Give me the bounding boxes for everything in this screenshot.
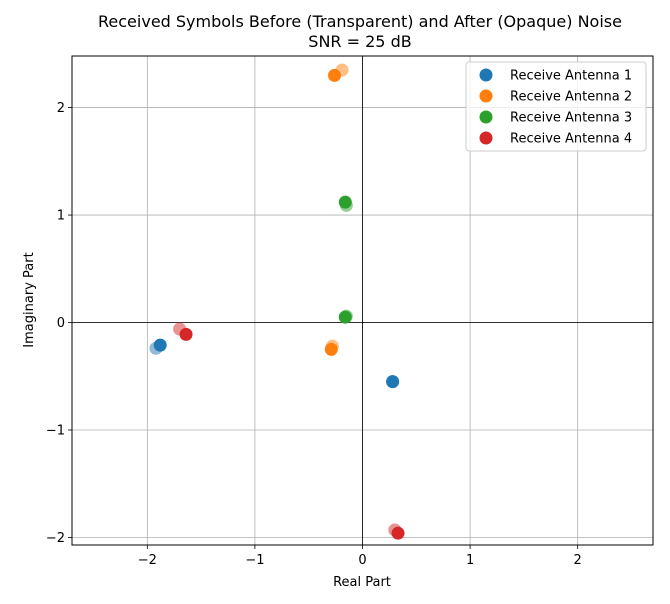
legend-label: Receive Antenna 2 <box>510 90 632 105</box>
legend: Receive Antenna 1 Receive Antenna 2 Receiv… <box>465 61 647 152</box>
y-tick-label: 0 <box>57 316 65 331</box>
after-noise-point <box>328 68 342 82</box>
legend-marker <box>479 89 493 103</box>
legend-box <box>465 61 647 152</box>
x-tick-label: 1 <box>466 553 474 568</box>
y-axis-ticks: −2 −1 0 1 2 <box>46 101 72 546</box>
x-axis-ticks: −2 −1 0 1 2 <box>138 545 582 568</box>
legend-marker <box>479 68 493 82</box>
y-axis-label: Imaginary Part <box>22 252 37 347</box>
y-tick-label: 2 <box>57 101 65 116</box>
x-tick-label: −1 <box>245 553 264 568</box>
legend-label: Receive Antenna 4 <box>510 132 632 147</box>
x-tick-label: 2 <box>574 553 582 568</box>
x-axis-label: Real Part <box>333 575 391 590</box>
x-tick-label: 0 <box>358 553 366 568</box>
after-noise-point <box>386 375 400 389</box>
after-noise-point <box>391 526 405 540</box>
after-noise-point <box>338 310 352 324</box>
x-tick-label: −2 <box>138 553 157 568</box>
data-points <box>149 63 405 540</box>
chart-title: Received Symbols Before (Transparent) an… <box>98 12 622 31</box>
legend-marker <box>479 131 493 145</box>
after-noise-point <box>324 342 338 356</box>
after-noise-point <box>179 327 193 341</box>
legend-label: Receive Antenna 3 <box>510 111 632 126</box>
after-noise-point <box>153 338 167 352</box>
after-noise-point <box>338 195 352 209</box>
chart-subtitle: SNR = 25 dB <box>308 32 411 51</box>
legend-marker <box>479 110 493 124</box>
legend-label: Receive Antenna 1 <box>510 69 632 84</box>
y-tick-label: −1 <box>46 424 65 439</box>
zero-lines <box>72 56 653 545</box>
y-tick-label: −2 <box>46 531 65 546</box>
y-tick-label: 1 <box>57 209 65 224</box>
